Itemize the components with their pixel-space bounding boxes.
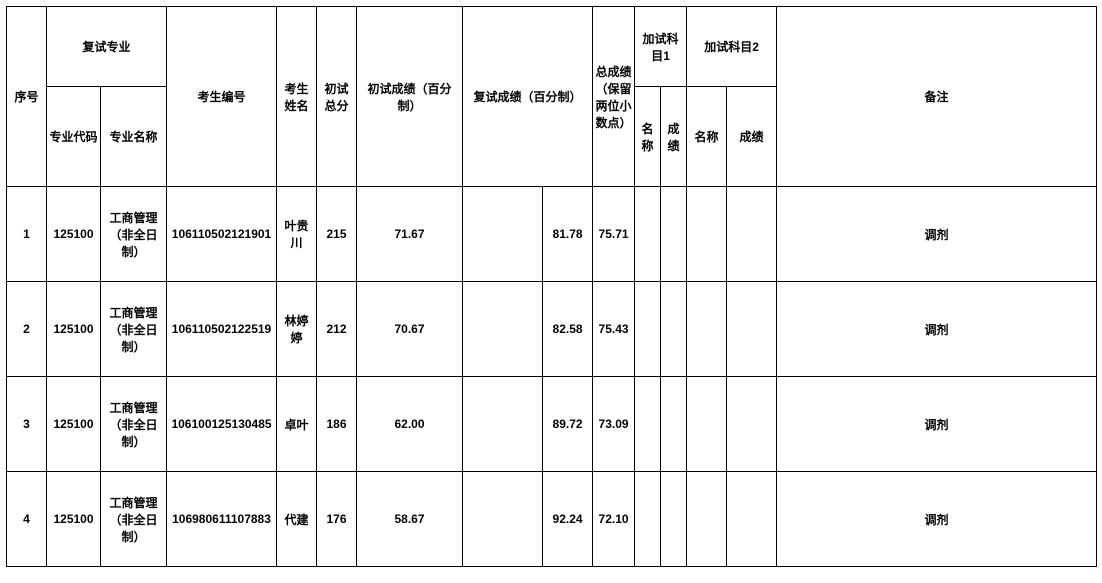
cell-first-total: 176 [317, 472, 357, 567]
cell-major-name: 工商管理（非全日制） [101, 472, 167, 567]
cell-major-name: 工商管理（非全日制） [101, 282, 167, 377]
table-row: 3125100工商管理（非全日制）106100125130485卓叶18662.… [7, 377, 1097, 472]
cell-remark: 调剂 [777, 282, 1097, 377]
cell-e1-score [661, 187, 687, 282]
hdr-e2-name: 名称 [687, 87, 727, 187]
cell-exam-id: 106100125130485 [167, 377, 277, 472]
hdr-first-pct: 初试成绩（百分制） [357, 7, 463, 187]
cell-retest-pct-a [463, 472, 543, 567]
cell-exam-id: 106110502122519 [167, 282, 277, 377]
cell-e2-name [687, 187, 727, 282]
cell-major-code: 125100 [47, 187, 101, 282]
cell-e1-name [635, 187, 661, 282]
cell-remark: 调剂 [777, 377, 1097, 472]
cell-name: 代建 [277, 472, 317, 567]
cell-first-pct: 58.67 [357, 472, 463, 567]
cell-retest-pct-b: 89.72 [543, 377, 593, 472]
cell-first-pct: 70.67 [357, 282, 463, 377]
cell-e1-score [661, 377, 687, 472]
hdr-major-name: 专业名称 [101, 87, 167, 187]
cell-e1-name [635, 282, 661, 377]
cell-retest-pct-b: 82.58 [543, 282, 593, 377]
cell-seq: 4 [7, 472, 47, 567]
table-row: 4125100工商管理（非全日制）106980611107883代建17658.… [7, 472, 1097, 567]
hdr-name: 考生姓名 [277, 7, 317, 187]
cell-e1-score [661, 472, 687, 567]
cell-e2-name [687, 377, 727, 472]
hdr-retest-pct: 复试成绩（百分制） [463, 7, 593, 187]
cell-first-total: 212 [317, 282, 357, 377]
cell-major-code: 125100 [47, 282, 101, 377]
hdr-exam-id: 考生编号 [167, 7, 277, 187]
hdr-e2-score: 成绩 [727, 87, 777, 187]
hdr-seq: 序号 [7, 7, 47, 187]
cell-major-code: 125100 [47, 377, 101, 472]
table-body: 1125100工商管理（非全日制）106110502121901叶贵川21571… [7, 187, 1097, 567]
cell-name: 卓叶 [277, 377, 317, 472]
cell-e2-score [727, 377, 777, 472]
cell-seq: 2 [7, 282, 47, 377]
cell-total-score: 75.43 [593, 282, 635, 377]
cell-e1-score [661, 282, 687, 377]
cell-retest-pct-a [463, 187, 543, 282]
hdr-major-code: 专业代码 [47, 87, 101, 187]
cell-total-score: 72.10 [593, 472, 635, 567]
cell-first-pct: 62.00 [357, 377, 463, 472]
cell-retest-pct-a [463, 377, 543, 472]
cell-major-code: 125100 [47, 472, 101, 567]
table-header: 序号 复试专业 考生编号 考生姓名 初试总分 初试成绩（百分制） 复试成绩（百分… [7, 7, 1097, 187]
cell-seq: 1 [7, 187, 47, 282]
hdr-total-score: 总成绩（保留两位小数点） [593, 7, 635, 187]
hdr-remark: 备注 [777, 7, 1097, 187]
cell-e2-name [687, 282, 727, 377]
hdr-extra1-group: 加试科目1 [635, 7, 687, 87]
cell-name: 叶贵川 [277, 187, 317, 282]
cell-e2-score [727, 282, 777, 377]
cell-retest-pct-b: 92.24 [543, 472, 593, 567]
cell-e1-name [635, 377, 661, 472]
cell-seq: 3 [7, 377, 47, 472]
cell-major-name: 工商管理（非全日制） [101, 377, 167, 472]
cell-e1-name [635, 472, 661, 567]
cell-e2-score [727, 187, 777, 282]
cell-major-name: 工商管理（非全日制） [101, 187, 167, 282]
hdr-extra2-group: 加试科目2 [687, 7, 777, 87]
cell-exam-id: 106110502121901 [167, 187, 277, 282]
cell-remark: 调剂 [777, 187, 1097, 282]
cell-total-score: 73.09 [593, 377, 635, 472]
hdr-first-total: 初试总分 [317, 7, 357, 187]
cell-total-score: 75.71 [593, 187, 635, 282]
table-row: 1125100工商管理（非全日制）106110502121901叶贵川21571… [7, 187, 1097, 282]
cell-retest-pct-b: 81.78 [543, 187, 593, 282]
cell-first-total: 215 [317, 187, 357, 282]
table-row: 2125100工商管理（非全日制）106110502122519林婷婷21270… [7, 282, 1097, 377]
cell-e2-score [727, 472, 777, 567]
hdr-major-group: 复试专业 [47, 7, 167, 87]
cell-first-pct: 71.67 [357, 187, 463, 282]
hdr-e1-score: 成绩 [661, 87, 687, 187]
cell-remark: 调剂 [777, 472, 1097, 567]
cell-retest-pct-a [463, 282, 543, 377]
cell-exam-id: 106980611107883 [167, 472, 277, 567]
hdr-e1-name: 名称 [635, 87, 661, 187]
results-table: 序号 复试专业 考生编号 考生姓名 初试总分 初试成绩（百分制） 复试成绩（百分… [6, 6, 1097, 567]
cell-first-total: 186 [317, 377, 357, 472]
cell-e2-name [687, 472, 727, 567]
cell-name: 林婷婷 [277, 282, 317, 377]
